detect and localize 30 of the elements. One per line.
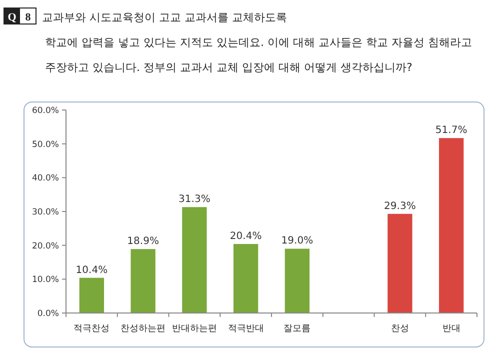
y-tick-label: 30.0% [32,207,59,218]
bar [233,244,258,313]
chart-title: 교과부와 시도교육청이 고교 교과서를 교체하도록 학교에 압력을 넣고 있다는 지적도 있는데요. 이에 대해 교사들은 학교 자율성 침해라고 주장하고 있습니다. 정부의 교과서 교체 입장에 대해 어떻게 생각하십니까? [42,11,472,74]
bar [438,138,464,313]
data-label: 29.3% [384,200,416,212]
x-tick-label: 찬성 [390,324,409,334]
x-tick-label: 잘모름 [284,324,311,334]
data-label: 31.3% [178,194,210,206]
bar [182,207,207,313]
question-badge: Q 8 [4,8,36,24]
y-tick-label: 60.0% [32,106,59,116]
x-tick-label: 찬성하는편 [120,324,166,334]
x-tick-label: 반대하는편 [172,324,217,334]
bar [79,278,104,313]
bar [130,249,156,313]
y-tick-label: 40.0% [32,174,59,184]
x-tick-label: 적극찬성 [74,324,110,334]
data-label: 19.0% [281,236,314,247]
y-tick-label: 50.0% [32,140,59,150]
data-label: 18.9% [127,236,159,248]
data-label: 10.4% [76,264,108,276]
bar [388,214,412,313]
y-tick-label: 10.0% [32,275,59,286]
x-tick-label: 적극반대 [228,324,264,334]
y-tick-label: 20.0% [32,241,59,252]
data-label: 20.4% [230,230,262,242]
data-label: 51.7% [435,125,468,136]
x-tick-label: 반대 [442,324,460,334]
y-tick-label: 0.0% [37,308,59,319]
bar [284,248,310,313]
